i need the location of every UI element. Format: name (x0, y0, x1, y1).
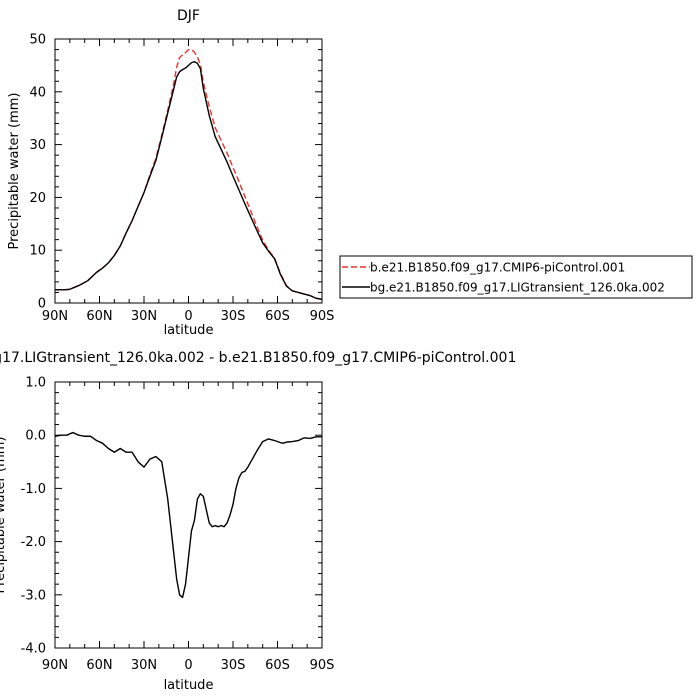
y-tick-label: -4.0 (21, 642, 46, 657)
x-axis-title: latitude (164, 323, 214, 338)
top-chart-panel: 90N 60N 30N 0 30S 60S 90S 0 10 20 30 40 50 DJF latitud… (7, 8, 693, 338)
x-tick-label: 0 (184, 658, 192, 673)
bottom-chart-panel: 90N 60N 30N 0 30S 60S 90S 1.0 0.0 -1.0 -2.0 -3.0 -4.… (0, 350, 516, 693)
y-tick-label: 30 (29, 138, 46, 153)
series-line-1 (54, 431, 322, 599)
x-tick-label: 90N (42, 658, 68, 673)
x-tick-label: 60N (86, 309, 112, 324)
y-tick-label: -3.0 (21, 588, 46, 603)
series-line-1 (55, 48, 323, 300)
y-axis-title: Precipitable water (mm) (0, 437, 8, 594)
y-tick-label: -1.0 (21, 482, 46, 497)
y-tick-label: 0.0 (25, 429, 46, 444)
x-tick-label: 30N (131, 309, 157, 324)
plot-frame (54, 38, 323, 304)
series-line-2 (55, 61, 323, 300)
x-tick-label: 60S (265, 309, 290, 324)
x-tick-label: 60S (265, 658, 290, 673)
x-tick-label: 90N (42, 309, 68, 324)
x-tick-label: 0 (184, 309, 192, 324)
x-tick-label: 90S (310, 658, 335, 673)
legend-entry-label: b.e21.B1850.f09_g17.CMIP6-piControl.001 (370, 261, 625, 275)
chart-title: bg.e21.B1850.f09_g17.LIGtransient_126.0k… (0, 350, 516, 366)
y-axis-title: Precipitable water (mm) (7, 93, 22, 250)
x-tick-label: 30S (221, 658, 246, 673)
chart-title: DJF (177, 8, 200, 24)
x-tick-label: 90S (310, 309, 335, 324)
plot-frame (54, 381, 323, 649)
y-tick-label: 10 (29, 244, 46, 259)
y-tick-label: 1.0 (25, 376, 46, 391)
x-tick-label: 30S (221, 309, 246, 324)
legend: b.e21.B1850.f09_g17.CMIP6-piControl.001b… (339, 255, 693, 299)
x-tick-label: 60N (86, 658, 112, 673)
y-tick-label: 0 (38, 297, 46, 312)
y-tick-label: 20 (29, 191, 46, 206)
x-axis-title: latitude (164, 678, 214, 693)
legend-box (339, 255, 693, 299)
y-tick-label: -2.0 (21, 535, 46, 550)
y-tick-label: 50 (29, 33, 46, 48)
x-tick-label: 30N (131, 658, 157, 673)
legend-entry-label: bg.e21.B1850.f09_g17.LIGtransient_126.0k… (370, 281, 665, 295)
y-tick-label: 40 (29, 85, 46, 100)
